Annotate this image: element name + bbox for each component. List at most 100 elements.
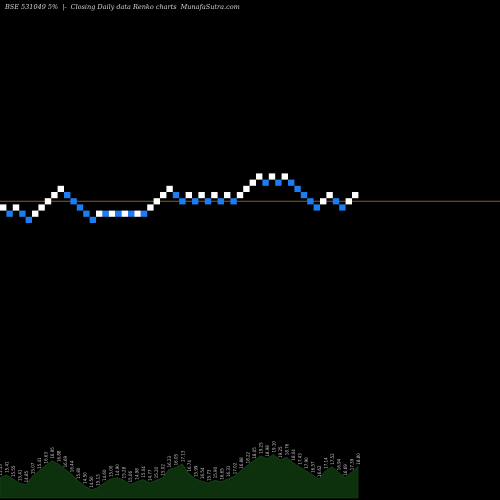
renko-brick-down — [179, 198, 186, 205]
renko-brick-up — [243, 185, 250, 192]
renko-brick-up — [51, 192, 58, 199]
volume-label: 15.00 — [109, 465, 114, 477]
renko-brick-up — [57, 185, 64, 192]
volume-label: 17.14 — [324, 457, 329, 469]
renko-brick-down — [19, 210, 26, 217]
volume-label: 15.20 — [154, 466, 159, 478]
renko-brick-down — [230, 198, 237, 205]
volume-label: 14.50 — [83, 472, 88, 484]
volume-label: 18.22 — [245, 451, 250, 463]
renko-brick-up — [44, 198, 52, 205]
renko-brick-up — [345, 198, 352, 205]
site-name: MunafaSutra.com — [180, 3, 240, 11]
renko-brick-down — [332, 198, 340, 205]
volume-label: 17.43 — [297, 453, 302, 465]
renko-brick-down — [25, 216, 32, 223]
volume-label: 15.99 — [193, 465, 198, 477]
renko-brick-down — [300, 192, 308, 199]
renko-brick-up — [12, 204, 20, 211]
volume-label: 16.94 — [336, 458, 341, 470]
renko-brick-up — [236, 192, 244, 199]
symbol-label: BSE 531049 5% — [5, 3, 59, 11]
renko-brick-up — [185, 192, 192, 199]
volume-label: 16.63 — [44, 452, 49, 464]
renko-brick-down — [192, 198, 199, 205]
renko-brick-up — [326, 192, 333, 199]
volume-label: 15.41 — [37, 457, 42, 469]
volume-label: 16.74 — [187, 460, 192, 472]
header-separator: |- — [62, 3, 67, 11]
renko-brick-down — [64, 192, 71, 199]
renko-brick-up — [108, 210, 116, 217]
renko-brick-down — [313, 204, 320, 211]
volume-label: 16.05 — [174, 453, 179, 465]
renko-brick-up — [32, 210, 39, 217]
renko-brick-down — [115, 210, 122, 217]
volume-label: 18.04 — [291, 449, 296, 461]
volume-label: 16.31 — [226, 465, 231, 477]
volume-label: 16.23 — [167, 455, 172, 467]
renko-brick-down — [204, 198, 212, 205]
renko-brick-up — [320, 198, 327, 205]
renko-brick-up — [268, 173, 276, 180]
renko-brick-up — [281, 173, 288, 180]
volume-label: 16.95 — [50, 447, 55, 459]
volume-label: 18.80 — [356, 453, 361, 465]
volume-label: 16.69 — [63, 456, 68, 468]
volume-label: 15.90 — [213, 466, 218, 478]
renko-brick-down — [83, 210, 90, 217]
volume-label: 18.05 — [252, 447, 257, 459]
volume-label: 16.65 — [219, 468, 224, 480]
volume-label: 19.25 — [258, 442, 263, 454]
volume-label: 15.41 — [4, 461, 9, 473]
volume-label: 19.10 — [271, 441, 276, 453]
renko-brick-up — [224, 192, 231, 199]
volume-label: 18.98 — [265, 445, 270, 457]
volume-label: 14.56 — [89, 476, 94, 488]
chart-header: BSE 531049 5% |- Closing Daily data Renko … — [5, 3, 244, 15]
renko-brick-down — [217, 198, 224, 205]
renko-brick-up — [38, 204, 45, 211]
renko-brick-down — [307, 198, 314, 205]
renko-brick-up — [211, 192, 218, 199]
volume-label: 14.85 — [24, 470, 29, 482]
renko-brick-down — [128, 210, 135, 217]
volume-label: 18.76 — [284, 443, 289, 455]
renko-brick-down — [172, 192, 180, 199]
renko-brick-up — [249, 179, 256, 186]
renko-brick-down — [102, 210, 109, 217]
renko-brick-down — [288, 179, 295, 186]
renko-brick-down — [6, 210, 13, 217]
renko-brick-up — [166, 185, 173, 192]
renko-brick-up — [256, 173, 263, 180]
renko-brick-down — [294, 185, 301, 192]
volume-label: 15.73 — [206, 469, 211, 481]
volume-label: 17.02 — [232, 462, 237, 474]
renko-brick-down — [70, 198, 77, 205]
volume-label: 15.55 — [0, 464, 3, 476]
renko-brick-up — [134, 210, 141, 217]
renko-brick-up — [153, 198, 160, 205]
volume-label: 15.07 — [31, 462, 36, 474]
volume-label: 15.04 — [141, 466, 146, 478]
volume-label: 15.41 — [18, 469, 23, 481]
volume-label: 15.28 — [122, 466, 127, 478]
volume-label: 15.13 — [96, 474, 101, 486]
renko-brick-up — [352, 192, 359, 199]
volume-label: 17.90 — [304, 457, 309, 469]
volume-label: 16.88 — [239, 457, 244, 469]
volume-label: 16.62 — [317, 465, 322, 477]
renko-brick-up — [147, 204, 154, 211]
renko-brick-down — [262, 179, 269, 186]
volume-label: 16.54 — [200, 467, 205, 479]
volume-label: 16.44 — [70, 460, 75, 472]
volume-label: 16.69 — [343, 464, 348, 476]
renko-brick-up — [160, 192, 167, 199]
renko-brick-up — [121, 210, 128, 217]
chart-description: Closing Daily data Renko charts — [70, 3, 177, 11]
renko-brick-down — [275, 179, 282, 186]
volume-label: 15.55 — [11, 465, 16, 477]
volume-label: 17.13 — [180, 450, 185, 462]
